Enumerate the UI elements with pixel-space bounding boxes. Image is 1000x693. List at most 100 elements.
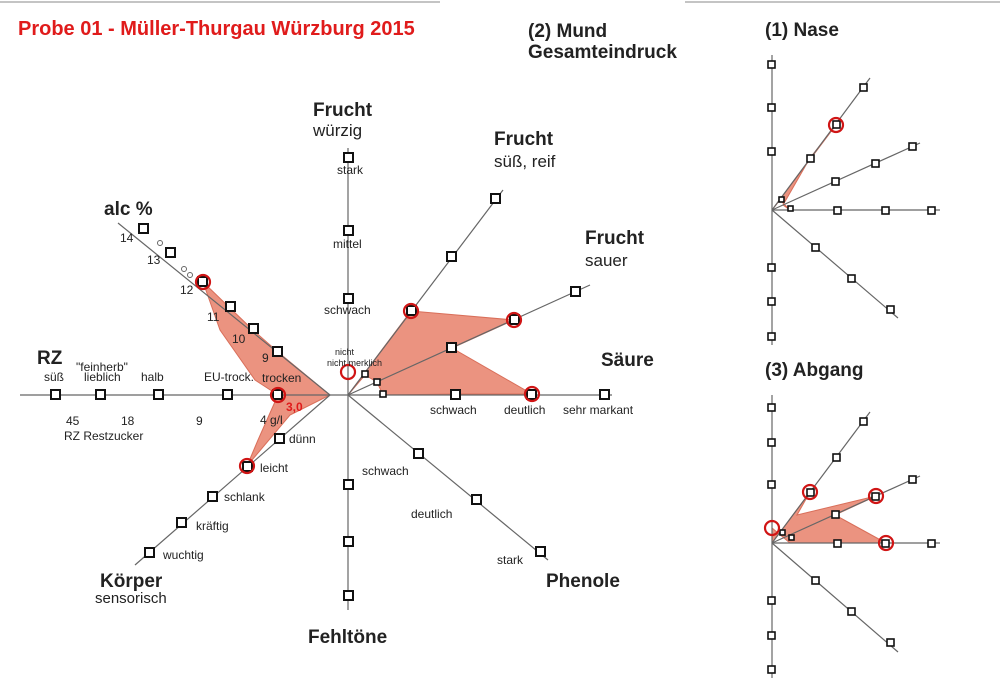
tick-label: deutlich <box>411 507 452 521</box>
tick-box <box>908 475 917 484</box>
tick-box <box>767 263 776 272</box>
label-koerper: Körper <box>100 571 163 592</box>
abgang-axis <box>771 542 899 653</box>
tick-box <box>207 491 218 502</box>
tick-box <box>144 547 155 558</box>
nase-chart: (1) Nase <box>765 20 940 345</box>
tick-box-small <box>778 196 785 203</box>
rz-caption: RZ Restzucker <box>64 429 143 443</box>
value-marker <box>763 519 781 537</box>
abgang-heading: (3) Abgang <box>765 360 864 381</box>
tick-box <box>343 479 354 490</box>
tick-box <box>832 120 841 129</box>
tick-box <box>165 247 176 258</box>
value-marker <box>867 487 885 505</box>
tick-box <box>927 539 936 548</box>
tick-box <box>767 438 776 447</box>
tick-box <box>343 536 354 547</box>
alc-minor-dot <box>181 266 187 272</box>
tick-box <box>343 225 354 236</box>
nase-axis <box>771 209 899 319</box>
tick-box <box>490 193 501 204</box>
axis-phenole <box>347 394 549 561</box>
tick-label: lieblich <box>84 370 121 384</box>
tick-box <box>274 433 285 444</box>
main-heading-line1: (2) Mund <box>528 21 607 42</box>
tick-label: "feinherb" <box>76 360 128 374</box>
main-heading-line2: Gesamteindruck <box>528 42 677 63</box>
value-marker <box>523 385 541 403</box>
tick-label: 11 <box>207 310 220 324</box>
tick-box <box>908 142 917 151</box>
tick-box <box>767 480 776 489</box>
tick-box <box>871 492 880 501</box>
tick-box <box>811 576 820 585</box>
tick-box <box>138 223 149 234</box>
tick-label: 13 <box>147 253 161 267</box>
tick-box <box>222 389 233 400</box>
tick-label: deutlich <box>504 403 545 417</box>
tick-box <box>927 206 936 215</box>
tick-box-small <box>787 205 794 212</box>
tick-box <box>570 286 581 297</box>
tick-box <box>806 154 815 163</box>
tick-box <box>767 147 776 156</box>
tick-box <box>859 83 868 92</box>
tick-box <box>343 152 354 163</box>
tick-box <box>50 389 61 400</box>
tick-box <box>272 389 283 400</box>
tick-box <box>806 488 815 497</box>
tick-label: 10 <box>232 332 246 346</box>
tick-number: 4 g/l <box>260 413 283 427</box>
tick-label: stark <box>497 553 524 567</box>
axis-koerper <box>134 394 331 566</box>
tick-label: schwach <box>362 464 409 478</box>
tick-label: schwach <box>324 303 371 317</box>
tick-label: EU-trock. <box>204 370 254 384</box>
tick-box <box>811 243 820 252</box>
label-frucht-sauer: Frucht <box>585 228 645 249</box>
label-phenole: Phenole <box>546 571 620 592</box>
tick-label: stark <box>337 163 364 177</box>
tick-label: 9 <box>262 351 269 365</box>
nase-axis <box>771 77 871 211</box>
label-fehltoene: Fehltöne <box>308 627 387 648</box>
tick-label: süß <box>44 370 64 384</box>
tick-box <box>248 323 259 334</box>
abgang-chart: (3) Abgang <box>763 360 940 678</box>
tick-box <box>225 301 236 312</box>
tick-box-small <box>373 378 381 386</box>
tick-box <box>406 305 417 316</box>
tick-box <box>832 453 841 462</box>
tick-box <box>859 417 868 426</box>
tick-box <box>343 293 354 304</box>
alc-minor-dot <box>157 240 163 246</box>
tick-box <box>767 297 776 306</box>
tick-box <box>831 177 840 186</box>
tick-label: 14 <box>120 231 134 245</box>
tick-label: sehr markant <box>563 403 634 417</box>
tick-box <box>847 607 856 616</box>
tick-box <box>535 546 546 557</box>
tick-box <box>886 305 895 314</box>
label-saeure: Säure <box>601 350 654 371</box>
tick-box <box>881 206 890 215</box>
tick-box <box>767 403 776 412</box>
label-frucht-wurzig-sub: würzig <box>312 121 362 140</box>
axis-alc <box>117 222 331 396</box>
tick-label: trocken <box>262 371 301 385</box>
tick-box <box>767 631 776 640</box>
abgang-axis <box>771 475 921 544</box>
value-marker <box>194 273 212 291</box>
value-marker <box>801 483 819 501</box>
tick-box <box>767 596 776 605</box>
value-marker <box>827 116 845 134</box>
tick-box <box>526 389 537 400</box>
tick-box-small <box>361 370 369 378</box>
nase-axis <box>771 142 921 211</box>
tick-label-small: nicht <box>335 347 355 357</box>
nase-heading: (1) Nase <box>765 20 839 41</box>
label-frucht-wurzig: Frucht <box>313 100 373 121</box>
tick-label: leicht <box>260 461 289 475</box>
abgang-axis <box>771 411 871 544</box>
